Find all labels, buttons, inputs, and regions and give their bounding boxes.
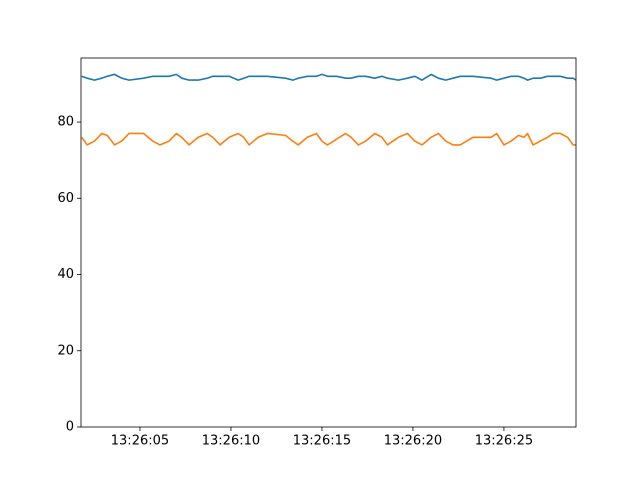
plot-frame [80,57,577,428]
x-tick-label: 13:26:05 [111,434,169,449]
x-tick-label: 13:26:10 [202,434,260,449]
line [81,73,577,81]
y-tick-label: 80 [57,115,74,130]
line [81,132,576,146]
y-tick-label: 0 [66,420,74,435]
x-tick-label: 13:26:15 [293,434,351,449]
y-tick-label: 40 [57,267,74,282]
y-tick-label: 20 [57,343,74,358]
y-tick-label: 60 [57,191,74,206]
x-tick-label: 13:26:20 [384,434,442,449]
x-tick-label: 13:26:25 [475,434,533,449]
